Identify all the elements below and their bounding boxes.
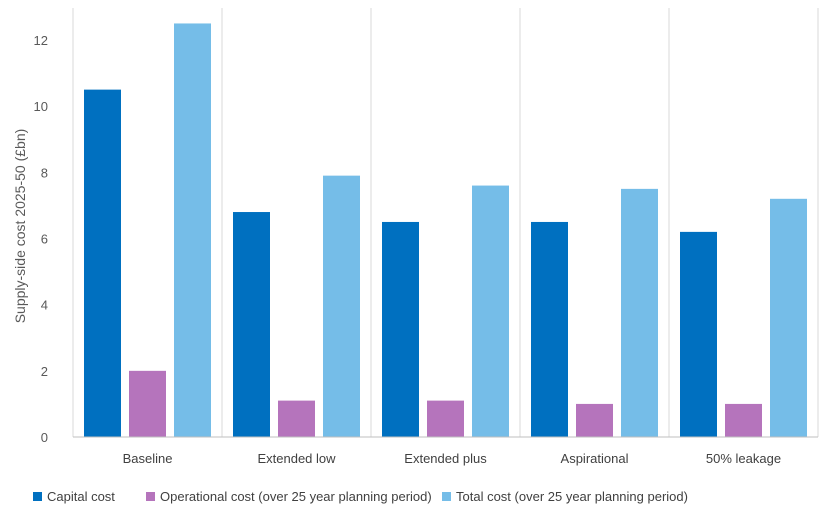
bar-total <box>174 23 211 437</box>
legend: Capital cost Operational cost (over 25 ye… <box>33 489 688 504</box>
y-tick-label: 8 <box>41 165 48 180</box>
legend-swatch <box>146 492 155 501</box>
x-category-label: 50% leakage <box>706 451 781 466</box>
y-tick-label: 4 <box>41 298 48 313</box>
bars <box>84 23 807 437</box>
bar-total <box>323 175 360 437</box>
y-tick-label: 2 <box>41 364 48 379</box>
x-category-label: Extended low <box>257 451 336 466</box>
bar-capital <box>233 212 270 437</box>
legend-swatch <box>442 492 451 501</box>
y-tick-label: 0 <box>41 430 48 445</box>
bar-operational <box>725 403 762 437</box>
y-tick-label: 10 <box>34 99 48 114</box>
bar-operational <box>427 400 464 437</box>
bar-total <box>770 198 807 437</box>
bar-operational <box>278 400 315 437</box>
y-axis-label: Supply-side cost 2025-50 (£bn) <box>12 129 28 324</box>
x-category-label: Aspirational <box>561 451 629 466</box>
bar-operational <box>129 370 166 437</box>
bar-capital <box>382 221 419 437</box>
y-tick-label: 6 <box>41 232 48 247</box>
bar-capital <box>84 89 121 437</box>
legend-label: Total cost (over 25 year planning period… <box>456 489 688 504</box>
x-category-label: Extended plus <box>404 451 487 466</box>
y-tick-label: 12 <box>34 33 48 48</box>
bar-total <box>621 188 658 437</box>
bar-capital <box>680 231 717 437</box>
bar-capital <box>531 221 568 437</box>
x-category-label: Baseline <box>123 451 173 466</box>
bar-operational <box>576 403 613 437</box>
legend-label: Capital cost <box>47 489 115 504</box>
bar-total <box>472 185 509 437</box>
category-separators <box>72 8 819 437</box>
legend-label: Operational cost (over 25 year planning … <box>160 489 432 504</box>
legend-swatch <box>33 492 42 501</box>
y-axis-ticks: 0 2 4 6 8 10 12 <box>34 33 48 445</box>
x-axis-categories: Baseline Extended low Extended plus Aspirat… <box>123 451 782 466</box>
